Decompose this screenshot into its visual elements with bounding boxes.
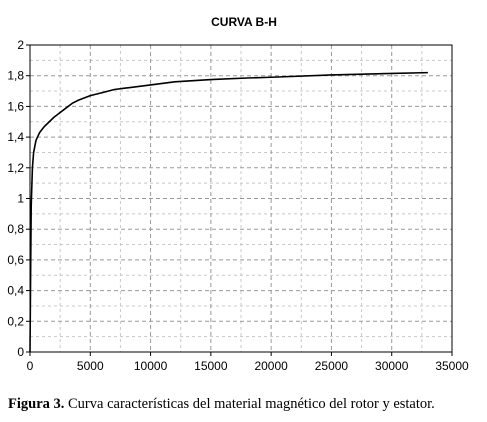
y-axis-ticks: 0 0,2 0,4 0,6 0,8 1 1,2 1,4 1,6 1,8 2 xyxy=(7,38,30,359)
figure-caption-text: Curva características del material magné… xyxy=(68,396,435,412)
x-tick-label: 5000 xyxy=(77,359,104,373)
x-tick-label: 35000 xyxy=(435,359,469,373)
bh-curve-line xyxy=(29,71,428,353)
y-tick-label: 1,8 xyxy=(7,69,24,83)
figure-caption: Figura 3. Curva características del mate… xyxy=(8,396,435,413)
y-tick-label: 0,6 xyxy=(7,253,24,267)
y-tick-label: 1,4 xyxy=(7,130,24,144)
bh-curve-chart: CURVA B-H 0 0,2 0,4 0,6 0,8 1 1,2 1,4 1,6 1,8 2 0 5… xyxy=(7,15,469,373)
y-tick-label: 1,6 xyxy=(7,99,24,113)
y-tick-label: 1,2 xyxy=(7,161,24,175)
figure-caption-label: Figura 3. xyxy=(8,396,65,412)
y-tick-label: 1 xyxy=(17,192,24,206)
x-tick-label: 25000 xyxy=(315,359,349,373)
y-tick-label: 0,8 xyxy=(7,222,24,236)
x-tick-label: 15000 xyxy=(194,359,228,373)
grid-lines xyxy=(29,44,453,353)
y-tick-label: 0,4 xyxy=(7,284,24,298)
x-tick-label: 20000 xyxy=(254,359,288,373)
y-tick-label: 0 xyxy=(17,345,24,359)
x-tick-label: 0 xyxy=(27,359,34,373)
x-axis-ticks: 0 5000 10000 15000 20000 25000 30000 35000 xyxy=(27,352,469,373)
y-tick-label: 2 xyxy=(17,38,24,52)
x-tick-label: 30000 xyxy=(375,359,409,373)
series-layer xyxy=(29,71,428,353)
chart-title: CURVA B-H xyxy=(211,15,277,29)
x-tick-label: 10000 xyxy=(134,359,168,373)
y-tick-label: 0,2 xyxy=(7,314,24,328)
